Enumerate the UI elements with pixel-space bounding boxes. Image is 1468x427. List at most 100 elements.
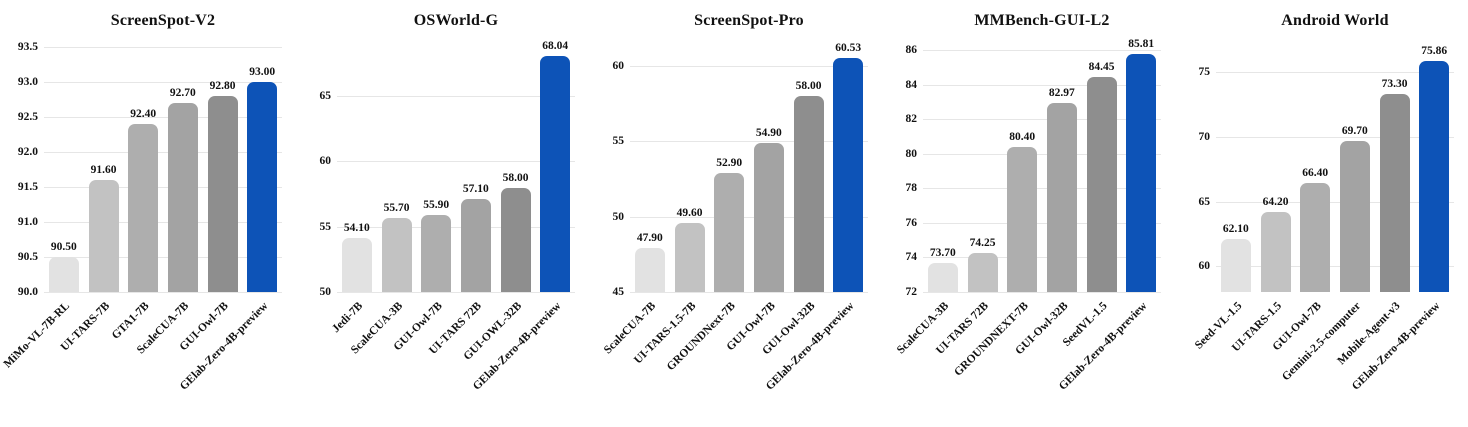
y-tick-label: 60 xyxy=(319,155,332,168)
chart-title: ScreenSpot-V2 xyxy=(110,12,216,29)
x-axis-label-jedi-7b: Jedi-7B xyxy=(330,300,366,336)
gridline xyxy=(630,216,868,218)
bar-gemini-2-5-computer xyxy=(1339,140,1370,292)
bar-gui-owl-7b xyxy=(753,142,784,292)
bar-value-label: 74.25 xyxy=(969,237,996,250)
y-tick-label: 90.5 xyxy=(17,251,38,263)
y-tick-label: 86 xyxy=(905,44,918,57)
chart-title: MMBench-GUI-L2 xyxy=(974,12,1110,29)
gridline xyxy=(923,153,1161,155)
bar-gelab-zero-4b-preview xyxy=(833,57,864,292)
bar-gui-owl-7b xyxy=(421,214,452,292)
bar-value-label: 54.90 xyxy=(755,126,782,139)
bar-value-label: 91.60 xyxy=(90,164,117,176)
gridline xyxy=(44,152,282,153)
chart-mmbench-gui-l2: MMBench-GUI-L2 72 74 76 78 80 82 84 86 73.70 74.25… xyxy=(879,0,1172,427)
y-tick-label: 74 xyxy=(905,251,918,264)
bar-gelab-zero-4b-preview xyxy=(1126,53,1157,292)
gridline xyxy=(44,222,282,223)
bar-value-label: 92.80 xyxy=(209,80,236,92)
y-tick-label: 55 xyxy=(612,135,625,148)
y-tick-label: 92.5 xyxy=(17,111,38,123)
y-tick-label: 82 xyxy=(905,113,918,126)
y-tick-label: 91.5 xyxy=(17,181,38,193)
bar-value-label: 66.40 xyxy=(1302,167,1329,180)
gridline xyxy=(44,47,282,48)
bar-value-label: 68.04 xyxy=(542,40,569,53)
bar-ui-tars-7b xyxy=(88,180,119,292)
gridline xyxy=(630,65,868,67)
bar-value-label: 64.20 xyxy=(1262,195,1289,208)
bar-groundnext-7b xyxy=(1007,147,1038,292)
plot-area: 45 50 55 60 47.90 49.60 52.90 54.90 58.00 60.53 xyxy=(613,40,868,298)
bar-gta1-7b xyxy=(128,124,159,292)
gridline xyxy=(337,226,575,228)
y-tick-label: 76 xyxy=(905,216,918,229)
y-tick-label: 93.5 xyxy=(17,41,38,53)
bar-gui-owl-32b xyxy=(1046,102,1077,292)
gridline xyxy=(44,82,282,83)
chart-osworld-g: OSWorld-G 50 55 60 65 54.10 55.70 55.90 57.10 58.… xyxy=(293,0,586,427)
bar-value-label: 60.53 xyxy=(835,41,862,54)
bar-ui-tars-72b xyxy=(967,253,998,292)
chart-screenspot-v2: ScreenSpot-V2 90.0 90.5 91.0 91.5 92.0 92.5 93.… xyxy=(0,0,293,427)
y-tick-label: 45 xyxy=(612,286,625,298)
gridline xyxy=(630,292,868,293)
gridline xyxy=(630,141,868,143)
chart-screenspot-pro: ScreenSpot-Pro 45 50 55 60 47.90 49.60 52.90 54.… xyxy=(586,0,879,427)
gridline xyxy=(44,187,282,188)
bar-value-label: 80.40 xyxy=(1009,131,1036,143)
x-axis-labels: ScaleCUA-3B UI-TARS 72B GROUNDNEXT-7B GUI-O… xyxy=(895,292,1161,417)
x-axis-labels: MiMo-VL-7B-RL UI-TARS-7B GTA1-7B ScaleCUA-7… xyxy=(2,292,282,417)
gridline xyxy=(44,292,282,293)
bar-value-label: 47.90 xyxy=(636,232,663,245)
chart-android-world: Android World 60 65 70 75 62.10 64.20 66.40 69.7… xyxy=(1172,0,1465,427)
bar-mimo-vl-7b-rl xyxy=(48,257,79,292)
plot-area: 60 65 70 75 62.10 64.20 66.40 69.70 73.30 75.86 xyxy=(1199,40,1454,292)
y-tick-label: 65 xyxy=(1198,195,1211,208)
bar-value-label: 55.70 xyxy=(383,201,410,214)
y-tick-label: 92.0 xyxy=(17,146,38,158)
gridline xyxy=(923,257,1161,259)
bar-gui-owl-32b xyxy=(793,95,824,292)
bar-groundnext-7b xyxy=(714,172,745,292)
bar-gelab-zero-4b-preview xyxy=(1419,61,1450,292)
plot-area: 72 74 76 78 80 82 84 86 73.70 74.25 80.40 82.97 84.4… xyxy=(906,38,1161,298)
y-tick-label: 60 xyxy=(1198,260,1211,273)
bar-gui-owl-32b xyxy=(500,187,531,292)
y-tick-label: 55 xyxy=(319,220,332,233)
plot-area: 50 55 60 65 54.10 55.70 55.90 57.10 58.00 68.04 xyxy=(320,40,575,298)
gridline xyxy=(923,84,1161,86)
bar-ui-tars-1-5-7b xyxy=(674,222,705,292)
y-tick-label: 70 xyxy=(1198,130,1211,143)
bar-jedi-7b xyxy=(341,238,372,292)
bar-ui-tars-72b xyxy=(460,199,491,292)
y-tick-label: 65 xyxy=(319,90,332,103)
y-tick-label: 50 xyxy=(612,210,625,223)
gridline xyxy=(923,188,1161,190)
bar-scalecua-7b xyxy=(634,248,665,292)
bar-gelab-zero-4b-preview xyxy=(540,56,571,292)
bar-gui-owl-7b xyxy=(1300,183,1331,292)
gridline xyxy=(337,292,575,293)
bar-value-label: 62.10 xyxy=(1222,223,1249,235)
bar-value-label: 73.70 xyxy=(929,246,956,259)
y-tick-label: 75 xyxy=(1198,66,1211,79)
x-axis-label-mimo-vl-7b-rl: MiMo-VL-7B-RL xyxy=(1,300,73,371)
bar-value-label: 85.81 xyxy=(1128,37,1155,50)
bar-value-label: 82.97 xyxy=(1048,86,1075,99)
bar-value-label: 75.86 xyxy=(1421,45,1448,58)
bar-scalecua-3b xyxy=(381,217,412,292)
y-tick-label: 91.0 xyxy=(17,216,38,228)
x-axis-label-groundnext-7b: GROUNDNEXT-7B xyxy=(951,300,1031,379)
bar-value-label: 92.40 xyxy=(130,108,157,120)
bar-value-label: 92.70 xyxy=(169,87,196,99)
chart-title: OSWorld-G xyxy=(413,12,499,29)
x-axis-label-groundnext-7b: GROUNDNext-7B xyxy=(664,300,738,374)
x-axis-labels: Jedi-7B ScaleCUA-3B GUI-Owl-7B UI-TARS 72B G… xyxy=(330,292,575,417)
bar-value-label: 55.90 xyxy=(423,198,450,211)
x-axis-labels: ScaleCUA-7B UI-TARS-1.5-7B GROUNDNext-7B GU… xyxy=(602,292,868,417)
gridline xyxy=(1216,72,1454,74)
bar-value-label: 93.00 xyxy=(249,66,276,78)
